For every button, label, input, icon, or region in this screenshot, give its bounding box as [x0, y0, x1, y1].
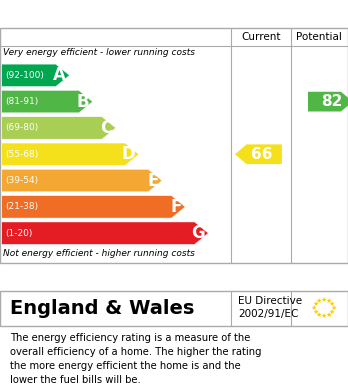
Polygon shape: [235, 144, 282, 164]
Text: (39-54): (39-54): [5, 176, 38, 185]
Text: (1-20): (1-20): [5, 229, 33, 238]
Polygon shape: [2, 64, 70, 86]
Text: The energy efficiency rating is a measure of the
overall efficiency of a home. T: The energy efficiency rating is a measur…: [10, 333, 262, 385]
Text: ★: ★: [316, 298, 322, 304]
Text: ★: ★: [321, 297, 327, 303]
Text: B: B: [77, 93, 89, 111]
Text: (21-38): (21-38): [5, 203, 38, 212]
Text: ★: ★: [329, 301, 335, 307]
Polygon shape: [2, 117, 116, 139]
Polygon shape: [2, 169, 162, 192]
Text: Current: Current: [241, 32, 281, 42]
Text: G: G: [191, 224, 205, 242]
Text: F: F: [170, 198, 182, 216]
Text: ★: ★: [325, 298, 332, 304]
Text: (92-100): (92-100): [5, 71, 44, 80]
Text: (69-80): (69-80): [5, 124, 39, 133]
Text: 82: 82: [321, 94, 342, 109]
Text: ★: ★: [316, 312, 322, 318]
Polygon shape: [308, 92, 348, 111]
Text: Very energy efficient - lower running costs: Very energy efficient - lower running co…: [3, 48, 196, 57]
Text: 66: 66: [251, 147, 272, 162]
Text: ★: ★: [311, 305, 317, 311]
Text: ★: ★: [330, 305, 336, 311]
Text: ★: ★: [312, 309, 318, 315]
Text: D: D: [121, 145, 135, 163]
Polygon shape: [2, 196, 185, 218]
Text: ★: ★: [325, 312, 332, 318]
Text: C: C: [100, 119, 112, 137]
Text: (81-91): (81-91): [5, 97, 39, 106]
Text: ★: ★: [321, 313, 327, 319]
Text: ★: ★: [329, 309, 335, 315]
Text: Not energy efficient - higher running costs: Not energy efficient - higher running co…: [3, 249, 195, 258]
Text: E: E: [147, 172, 158, 190]
Text: Energy Efficiency Rating: Energy Efficiency Rating: [14, 5, 261, 23]
Polygon shape: [2, 90, 93, 113]
Text: Potential: Potential: [296, 32, 342, 42]
Polygon shape: [2, 222, 208, 244]
Polygon shape: [2, 143, 139, 165]
Text: EU Directive
2002/91/EC: EU Directive 2002/91/EC: [238, 296, 302, 319]
Text: A: A: [53, 66, 66, 84]
Text: England & Wales: England & Wales: [10, 300, 195, 318]
Text: ★: ★: [312, 301, 318, 307]
Text: (55-68): (55-68): [5, 150, 39, 159]
